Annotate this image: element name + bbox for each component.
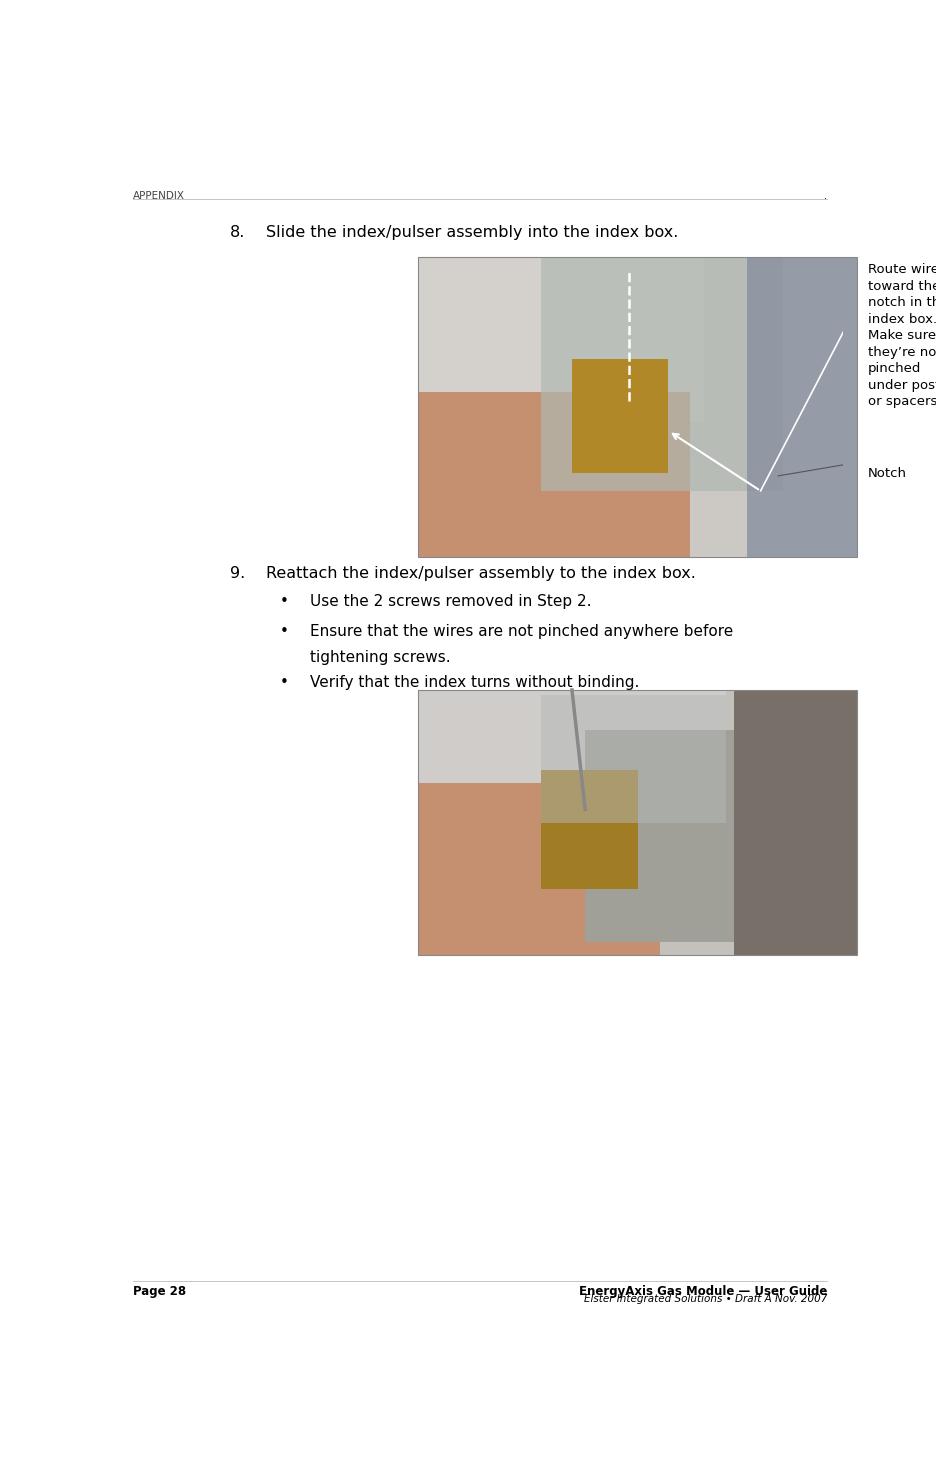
Bar <box>418 257 703 422</box>
Text: tightening screws.: tightening screws. <box>309 650 449 666</box>
Text: Page 28: Page 28 <box>133 1285 186 1298</box>
Bar <box>418 689 856 955</box>
Text: 9.: 9. <box>229 566 244 581</box>
Text: Notch: Notch <box>867 467 906 480</box>
Text: Elster Integrated Solutions • Draft A Nov. 2007: Elster Integrated Solutions • Draft A No… <box>583 1294 826 1304</box>
Bar <box>418 689 856 955</box>
Bar <box>571 359 667 472</box>
Bar <box>541 695 724 823</box>
Text: .: . <box>824 191 826 201</box>
Text: Verify that the index turns without binding.: Verify that the index turns without bind… <box>309 675 638 691</box>
Bar <box>734 689 856 955</box>
Text: Slide the index/pulser assembly into the index box.: Slide the index/pulser assembly into the… <box>266 224 678 239</box>
Text: 8.: 8. <box>229 224 245 239</box>
Text: •: • <box>280 675 288 691</box>
Text: Use the 2 screws removed in Step 2.: Use the 2 screws removed in Step 2. <box>309 594 591 609</box>
Text: •: • <box>280 625 288 640</box>
Bar <box>541 770 637 889</box>
Text: EnergyAxis Gas Module — User Guide: EnergyAxis Gas Module — User Guide <box>578 1285 826 1298</box>
Text: •: • <box>280 594 288 609</box>
Bar <box>418 783 659 955</box>
Bar <box>585 729 782 942</box>
Text: Route wires
toward the
notch in the
index box.
Make sure
they’re not
pinched
und: Route wires toward the notch in the inde… <box>867 264 936 408</box>
Bar <box>418 392 690 556</box>
Text: APPENDIX: APPENDIX <box>133 191 185 201</box>
Text: Ensure that the wires are not pinched anywhere before: Ensure that the wires are not pinched an… <box>309 625 732 640</box>
Bar <box>418 689 724 836</box>
Bar <box>541 257 782 491</box>
Bar <box>747 257 856 556</box>
Text: Reattach the index/pulser assembly to the index box.: Reattach the index/pulser assembly to th… <box>266 566 695 581</box>
Bar <box>418 257 856 556</box>
Bar <box>418 257 856 556</box>
